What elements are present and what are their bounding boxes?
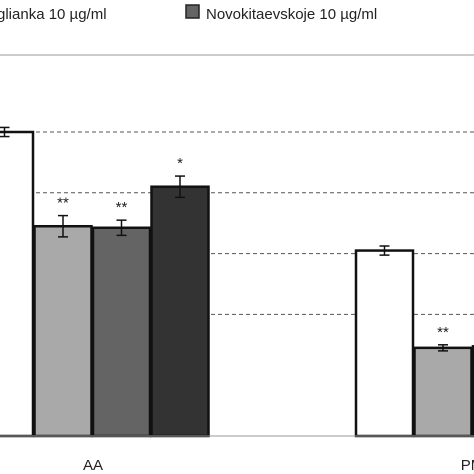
legend-swatch-novokitaevskoje [185,4,200,19]
bars [0,130,474,438]
legend-label-novokitaevskoje: Novokitaevskoje 10 µg/ml [206,6,377,23]
bar [0,130,35,438]
significance-annotations: ** ***** [57,155,449,341]
bar [413,346,473,438]
bar [33,224,93,438]
x-tick-labels: AA PM [83,457,474,474]
x-tick-label-aa: AA [83,457,103,474]
significance-label: ** [437,324,449,341]
bar [354,249,415,438]
significance-label: ** [116,199,128,216]
significance-label: ** [57,195,69,212]
legend-label-glianka: glianka 10 µg/ml [0,6,107,23]
x-tick-label-pm: PM [461,457,474,474]
bar [150,185,210,438]
bar [91,226,152,438]
error-bars [0,126,448,352]
significance-label: * [177,155,183,172]
legend: glianka 10 µg/ml Novokitaevskoje 10 µg/m… [0,4,377,23]
